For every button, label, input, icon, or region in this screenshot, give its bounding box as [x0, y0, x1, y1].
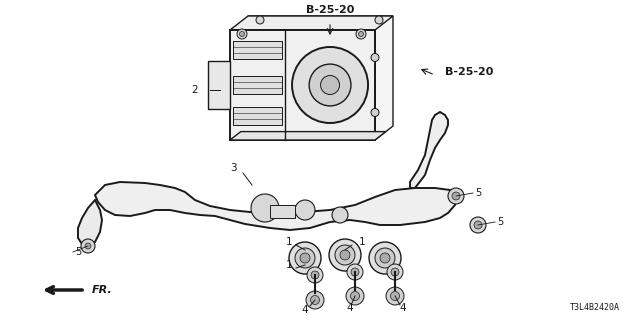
- Circle shape: [81, 239, 95, 253]
- Bar: [233, 107, 282, 125]
- Text: 5: 5: [475, 188, 481, 198]
- Circle shape: [340, 250, 350, 260]
- Bar: [208, 61, 230, 109]
- Polygon shape: [230, 132, 386, 140]
- Circle shape: [237, 29, 247, 39]
- Bar: [233, 41, 282, 59]
- Text: 1: 1: [358, 237, 365, 247]
- Circle shape: [387, 264, 403, 280]
- Circle shape: [474, 221, 482, 229]
- Circle shape: [380, 253, 390, 263]
- Circle shape: [448, 188, 464, 204]
- Circle shape: [251, 194, 279, 222]
- Circle shape: [386, 287, 404, 305]
- Circle shape: [256, 16, 264, 24]
- Polygon shape: [410, 112, 448, 188]
- Text: T3L4B2420A: T3L4B2420A: [570, 303, 620, 312]
- Text: 1: 1: [285, 237, 292, 247]
- Circle shape: [346, 287, 364, 305]
- Text: 5: 5: [497, 217, 503, 227]
- Circle shape: [369, 242, 401, 274]
- Circle shape: [375, 248, 395, 268]
- Circle shape: [295, 248, 315, 268]
- Circle shape: [470, 217, 486, 233]
- Text: 4: 4: [347, 303, 353, 313]
- Circle shape: [85, 243, 91, 249]
- Polygon shape: [78, 200, 102, 246]
- Bar: [230, 30, 375, 140]
- Circle shape: [371, 53, 379, 61]
- Bar: [233, 76, 282, 94]
- Circle shape: [310, 295, 319, 305]
- Circle shape: [321, 76, 340, 94]
- Polygon shape: [248, 16, 393, 140]
- Text: FR.: FR.: [92, 285, 113, 295]
- Circle shape: [292, 47, 368, 123]
- Circle shape: [452, 192, 460, 200]
- Circle shape: [295, 200, 315, 220]
- Circle shape: [375, 16, 383, 24]
- Text: 5: 5: [75, 247, 81, 257]
- Circle shape: [371, 108, 379, 116]
- Circle shape: [391, 268, 399, 276]
- Circle shape: [332, 207, 348, 223]
- Text: B-25-20: B-25-20: [445, 67, 493, 77]
- Circle shape: [358, 31, 364, 36]
- Text: 4: 4: [301, 305, 308, 315]
- Circle shape: [307, 267, 323, 283]
- Circle shape: [356, 29, 366, 39]
- Text: 3: 3: [230, 163, 236, 173]
- Circle shape: [289, 242, 321, 274]
- Polygon shape: [230, 16, 393, 30]
- Circle shape: [311, 271, 319, 279]
- Circle shape: [347, 264, 363, 280]
- Circle shape: [329, 239, 361, 271]
- Text: 2: 2: [192, 85, 198, 95]
- Circle shape: [306, 291, 324, 309]
- Circle shape: [390, 292, 399, 300]
- Text: 1: 1: [285, 260, 292, 270]
- Circle shape: [309, 64, 351, 106]
- Circle shape: [239, 31, 244, 36]
- Circle shape: [300, 253, 310, 263]
- Circle shape: [351, 292, 360, 300]
- Circle shape: [351, 268, 359, 276]
- Polygon shape: [270, 205, 295, 218]
- Circle shape: [335, 245, 355, 265]
- Polygon shape: [95, 182, 455, 230]
- Text: B-25-20: B-25-20: [306, 5, 354, 15]
- Text: 4: 4: [400, 303, 406, 313]
